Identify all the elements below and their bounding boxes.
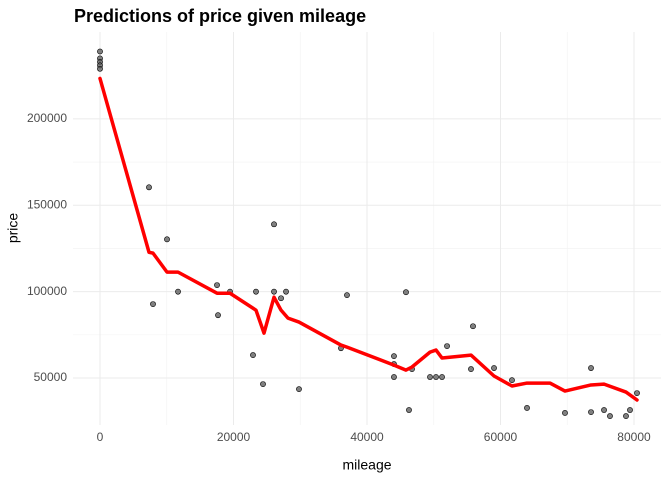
point: [491, 365, 497, 371]
point: [588, 365, 594, 371]
point: [444, 343, 450, 349]
x-tick-label: 60000: [484, 430, 518, 444]
point: [524, 405, 530, 411]
point: [271, 288, 277, 295]
point: [175, 288, 181, 295]
point: [97, 65, 103, 72]
point: [588, 409, 594, 415]
y-tick-label: 100000: [27, 284, 67, 298]
point: [607, 413, 613, 419]
y-axis-title: price: [5, 213, 21, 244]
point: [283, 288, 289, 295]
point: [150, 301, 156, 308]
point: [627, 407, 633, 413]
point: [215, 312, 221, 319]
point: [391, 374, 397, 380]
y-tick-label: 150000: [27, 197, 67, 211]
point: [427, 374, 433, 380]
point: [214, 282, 220, 289]
point: [344, 292, 350, 299]
x-tick-label: 40000: [350, 430, 384, 444]
point: [468, 366, 474, 372]
point: [253, 288, 259, 295]
prediction-line: [98, 76, 639, 402]
point: [634, 390, 640, 396]
x-axis-title: mileage: [342, 457, 391, 473]
point: [260, 381, 266, 388]
point: [562, 410, 568, 416]
point: [403, 289, 409, 296]
x-tick-label: 80000: [617, 430, 651, 444]
point: [146, 184, 152, 191]
point: [433, 374, 439, 380]
point: [97, 48, 103, 55]
point: [623, 413, 629, 419]
point: [391, 353, 397, 360]
point: [509, 377, 515, 384]
point: [406, 407, 412, 413]
point: [601, 407, 607, 413]
x-tick-label: 20000: [217, 430, 251, 444]
point: [296, 386, 302, 393]
point: [439, 374, 445, 380]
point: [250, 352, 256, 358]
point: [470, 323, 476, 330]
point: [278, 295, 284, 302]
chart-title: Predictions of price given mileage: [74, 6, 366, 26]
y-tick-label: 200000: [27, 111, 67, 125]
point: [271, 221, 277, 228]
x-tick-label: 0: [97, 430, 104, 444]
y-tick-label: 50000: [34, 370, 68, 384]
point: [164, 236, 170, 243]
